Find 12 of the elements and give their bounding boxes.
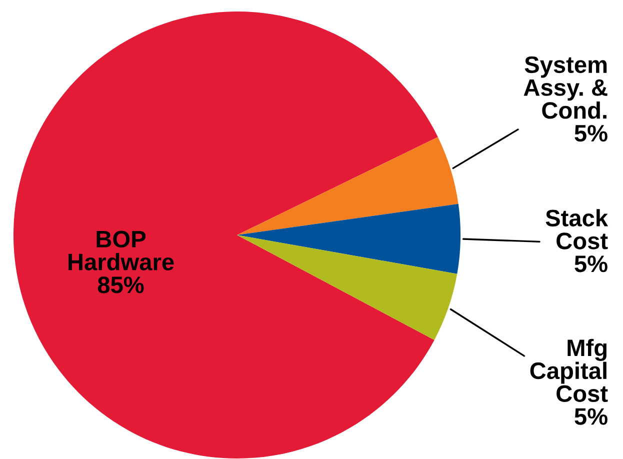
pie-slice (13, 11, 438, 459)
pie-slice (237, 137, 458, 235)
slice-label: BOP Hardware (68, 230, 174, 270)
data-label: 5% (574, 408, 608, 425)
slice-label: Stack Cost (546, 209, 608, 250)
pie-slice (237, 204, 461, 274)
pie-slice (237, 235, 458, 340)
data-label: 5% (574, 256, 608, 272)
data-label: 85% (98, 276, 144, 294)
data-label: 5% (574, 125, 608, 142)
slice-label: Mfg Capital Cost (530, 338, 608, 402)
slice-label: System Assy. & Cond. (524, 56, 608, 119)
